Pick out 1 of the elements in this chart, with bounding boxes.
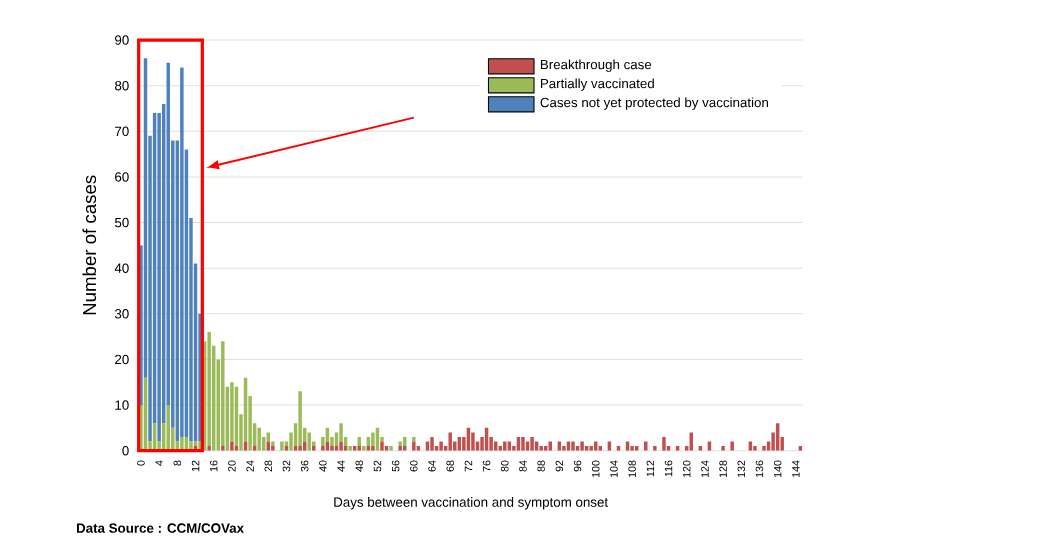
y-axis-title: Number of cases — [82, 175, 97, 315]
